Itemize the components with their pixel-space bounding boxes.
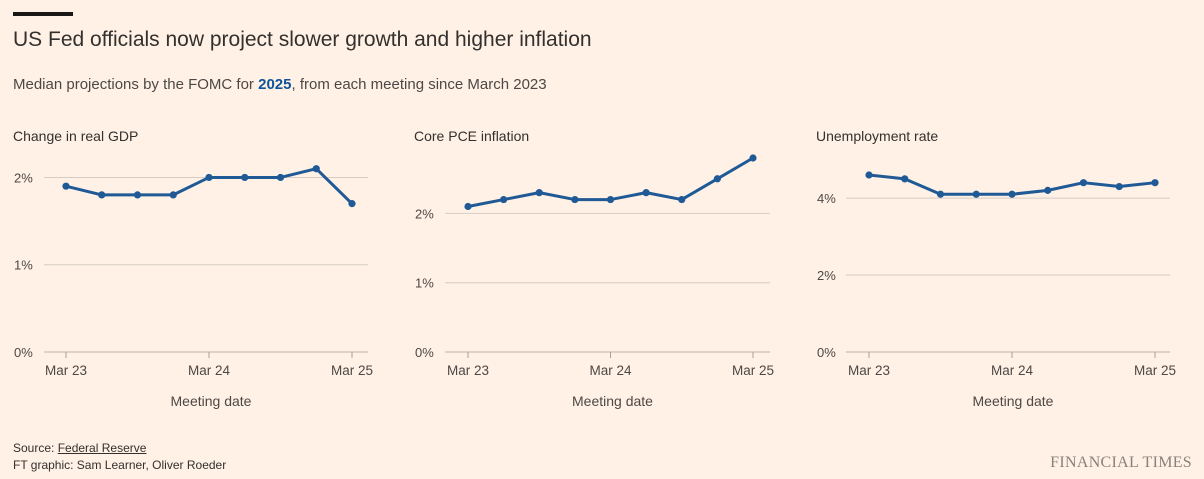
data-point — [1044, 186, 1052, 194]
source-label: Source: — [13, 441, 58, 455]
subtitle-text: Median projections by the FOMC for — [13, 76, 259, 93]
x-tick-label: Mar 24 — [991, 363, 1034, 378]
data-point — [713, 175, 721, 183]
panel-title: Core PCE inflation — [414, 128, 529, 144]
data-point — [133, 191, 142, 199]
data-point — [901, 175, 909, 183]
data-point — [500, 195, 508, 204]
data-point — [276, 173, 285, 182]
y-tick-label: 2% — [817, 268, 836, 283]
footer: Source: Federal Reserve FT graphic: Sam … — [13, 440, 226, 474]
data-point — [98, 191, 106, 199]
chart-title: US Fed officials now project slower grow… — [13, 28, 592, 51]
data-point — [535, 189, 543, 197]
data-point — [678, 195, 686, 204]
data-point — [348, 200, 356, 208]
credit-line: FT graphic: Sam Learner, Oliver Roeder — [13, 458, 227, 472]
panel-title: Change in real GDP — [13, 128, 138, 144]
x-tick-label: Mar 25 — [1134, 363, 1176, 378]
y-tick-label: 1% — [415, 276, 434, 291]
y-tick-label: 0% — [817, 345, 836, 360]
data-point — [241, 173, 249, 182]
data-point — [972, 190, 980, 198]
ft-logo: FINANCIAL TIMES — [1050, 454, 1192, 471]
data-point — [205, 173, 213, 182]
data-point — [571, 195, 579, 204]
x-axis-label: Meeting date — [171, 393, 252, 409]
data-point — [1151, 179, 1159, 187]
chart-subtitle: Median projections by the FOMC for 2025,… — [13, 76, 547, 93]
source-link[interactable]: Federal Reserve — [57, 441, 147, 455]
x-tick-label: Mar 25 — [331, 363, 373, 378]
x-tick-label: Mar 23 — [848, 363, 890, 378]
x-axis-label: Meeting date — [572, 393, 653, 409]
x-tick-label: Mar 23 — [45, 363, 87, 378]
data-point — [642, 189, 650, 197]
data-point — [169, 191, 177, 199]
subtitle-year-highlight: 2025 — [258, 76, 292, 93]
data-point — [62, 182, 70, 190]
subtitle-text-end: , from each meeting since March 2023 — [291, 76, 547, 93]
y-tick-label: 2% — [415, 206, 434, 221]
x-axis-label: Meeting date — [973, 393, 1054, 409]
data-point — [865, 171, 873, 179]
data-point — [606, 195, 615, 204]
header-accent-bar — [13, 12, 73, 16]
source-line: Source: Federal Reserve — [13, 440, 226, 457]
data-point — [936, 190, 945, 198]
panel-title: Unemployment rate — [816, 128, 938, 144]
data-point — [1115, 182, 1123, 191]
y-tick-label: 4% — [817, 191, 836, 206]
x-tick-label: Mar 23 — [447, 363, 489, 378]
data-point — [1079, 179, 1088, 187]
data-point — [464, 202, 472, 211]
data-point — [312, 165, 320, 173]
x-tick-label: Mar 25 — [732, 363, 774, 378]
x-tick-label: Mar 24 — [589, 363, 632, 378]
data-point — [749, 154, 757, 162]
y-tick-label: 2% — [14, 170, 33, 185]
y-tick-label: 1% — [14, 258, 33, 273]
x-tick-label: Mar 24 — [188, 363, 231, 378]
y-tick-label: 0% — [14, 345, 33, 360]
y-tick-label: 0% — [415, 345, 434, 360]
data-point — [1008, 190, 1016, 198]
